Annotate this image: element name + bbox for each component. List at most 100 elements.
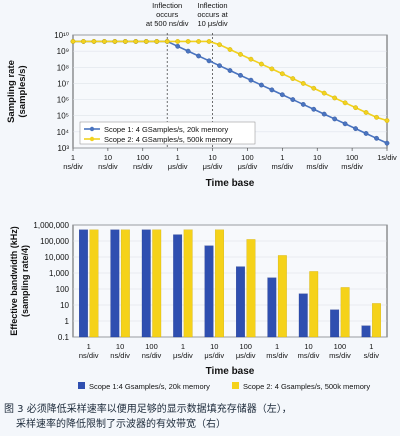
series-1-point: [258, 82, 264, 88]
x-tick-label-line: ns/div: [98, 162, 118, 171]
x-tick-label-line: 10: [104, 153, 112, 162]
bar-series-1: [361, 325, 371, 338]
series-1-point: [353, 126, 358, 132]
bar-chart-axis-labels: Effective bandwidth (kHz)(sampling rate/…: [9, 226, 255, 377]
x-tick-label: 100 μs/div: [236, 342, 256, 360]
series-1-point: [279, 92, 285, 98]
y-tick-label: 1,000: [49, 269, 70, 278]
series-2-point: [269, 66, 275, 72]
inflection-label-line: Inflection: [152, 1, 182, 10]
bar-series-2: [152, 229, 162, 338]
x-tick-label: 1 ns/div: [79, 342, 99, 360]
line-chart-axis-labels: Sampling rate(samples/s) Time base: [6, 60, 255, 189]
x-tick-label-line: 100: [137, 153, 150, 162]
legend-swatch-marker: [89, 136, 95, 142]
series-2-point: [374, 114, 379, 120]
line-chart-gridlines: [73, 34, 387, 149]
x-tick-label-line: 1: [71, 153, 75, 162]
bar-chart-plot-area: [72, 224, 388, 338]
bar-series-2: [309, 271, 319, 338]
bar-series-2: [246, 239, 256, 338]
x-tick-label: 100 ms/div: [329, 342, 351, 360]
series-2-point: [206, 39, 212, 44]
x-tick-label: 100 ns/div: [142, 342, 162, 360]
inflection-label: Inflection occurs at 10 μs/div: [197, 1, 228, 28]
series-2-point: [81, 39, 86, 44]
series-1-point: [300, 102, 306, 107]
y-tick-label: 10,000: [45, 253, 70, 262]
series-2-point: [185, 39, 191, 44]
series-1-point: [206, 58, 212, 64]
series-2-point: [300, 81, 306, 86]
x-tick-label-line: ns/div: [142, 351, 162, 360]
series-2-point: [102, 39, 107, 44]
bar-series-2: [183, 229, 193, 338]
x-tick-label-line: ms/div: [341, 162, 363, 171]
x-tick-label-line: 100: [241, 153, 254, 162]
x-tick-label-line: 10: [210, 342, 218, 351]
bar-series-1: [204, 245, 214, 338]
series-2-point: [332, 95, 338, 101]
legend-label: Scope 2: 4 Gsamples/s, 500k memory: [243, 382, 370, 391]
series-1-point: [321, 111, 327, 117]
y-tick-label: 10⁸: [57, 63, 69, 72]
x-tick-label: 1 ms/div: [266, 342, 288, 360]
series-2-point: [342, 100, 348, 106]
series-2-point: [353, 105, 358, 111]
series-1-point: [363, 131, 369, 136]
x-tick-label: 1 μs/div: [168, 153, 188, 171]
caption-line-2: 采样速率的降低限制了示波器的有效带宽（右）: [16, 419, 226, 430]
inflection-label-line: occurs: [156, 10, 178, 19]
bar-series-1: [141, 229, 151, 338]
series-1-point: [311, 106, 317, 112]
legend-label: Scope 1:4 Gsamples/s, 20k memory: [89, 382, 210, 391]
bar-series-2: [340, 287, 350, 338]
x-tick-label-line: 1: [176, 153, 180, 162]
y-axis-label-line: (sampling rate/4): [20, 245, 30, 317]
x-tick-label: 1 ms/div: [271, 153, 293, 171]
x-tick-label-line: μs/div: [236, 351, 256, 360]
x-tick-label-line: 1: [369, 342, 373, 351]
series-1-point: [384, 140, 390, 146]
series-2-point: [384, 118, 390, 123]
series-1-point: [217, 63, 222, 69]
legend-swatch-marker: [89, 126, 95, 132]
series-2-point: [164, 39, 170, 44]
x-tick-label: 10 ns/div: [110, 342, 130, 360]
series-2-point: [248, 56, 254, 62]
inflection-label: Inflection occurs at 500 ns/div: [146, 1, 189, 28]
series-1-point: [175, 43, 181, 49]
y-axis-label: Effective bandwidth (kHz)(sampling rate/…: [9, 226, 30, 336]
series-1-point: [332, 116, 338, 122]
inflection-label-line: occurs at: [197, 10, 228, 19]
x-tick-label-line: 10: [116, 342, 124, 351]
bar-series-2: [277, 255, 287, 338]
x-tick-label-line: 10: [304, 342, 312, 351]
series-1-point: [342, 121, 348, 127]
inflection-label-line: at 500 ns/div: [146, 19, 189, 28]
series-1-point: [248, 77, 254, 83]
x-tick-label-line: 1s/div: [377, 153, 397, 162]
x-tick-label: 1 μs/div: [173, 342, 193, 360]
y-tick-label: 10⁶: [57, 96, 69, 105]
series-2-point: [70, 39, 76, 44]
series-2-point: [290, 76, 296, 81]
series-2-point: [227, 47, 233, 52]
x-tick-label-line: 1: [181, 342, 185, 351]
x-tick-label-line: ms/div: [329, 351, 351, 360]
legend-swatch: [232, 382, 239, 389]
y-tick-label: 1,000,000: [33, 221, 69, 230]
x-tick-label-line: ms/div: [266, 351, 288, 360]
bar-series-2: [372, 303, 381, 338]
x-tick-label-line: ns/div: [110, 351, 130, 360]
x-axis-label: Time base: [206, 178, 255, 189]
x-tick-label-line: s/div: [364, 351, 380, 360]
bar-series-1: [236, 266, 245, 338]
x-tick-label-line: μs/div: [204, 351, 224, 360]
y-tick-label: 1: [65, 317, 70, 326]
x-tick-label-line: 1: [87, 342, 91, 351]
series-2-point: [238, 51, 243, 57]
